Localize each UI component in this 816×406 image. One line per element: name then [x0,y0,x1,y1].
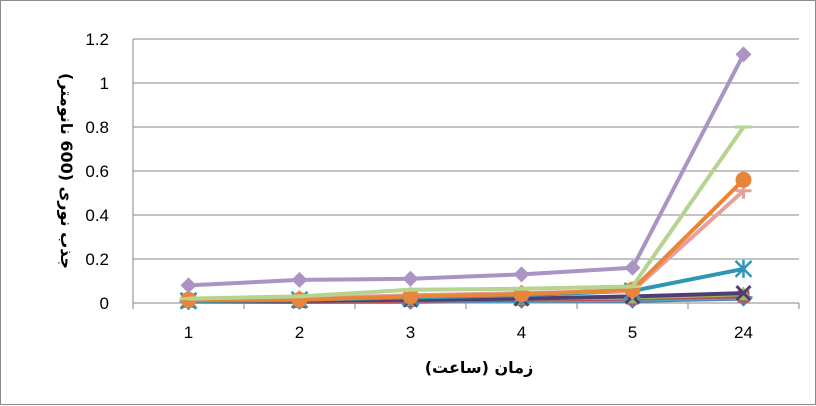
x-tick-label: 2 [295,323,304,342]
series-line [188,125,746,301]
x-tick-label: 1 [184,323,193,342]
y-tick-label: 0.4 [85,206,109,225]
series-line-group [179,125,753,301]
data-point [624,259,641,276]
x-tick-label: 5 [628,323,637,342]
x-tick-label: 24 [734,323,753,342]
data-point [734,259,753,278]
y-tick-label: 0 [100,294,109,313]
x-tick-label: 4 [517,323,526,342]
series-line [188,53,746,288]
data-point [402,288,419,305]
y-tick-label: 1 [100,74,109,93]
data-point [291,271,308,288]
x-tick-label: 3 [406,323,415,342]
y-tick-label: 0.8 [85,118,109,137]
data-point [513,266,530,283]
y-axis-title: جذب نوری (600 نانومتر) [57,73,76,269]
data-point [735,285,752,302]
x-axis-title: زمان (ساعت) [425,358,534,377]
series-line [188,178,745,302]
y-tick-label: 0.2 [85,250,109,269]
series-lines [179,46,753,310]
y-tick-label: 0.6 [85,162,109,181]
data-point [180,277,197,294]
data-point [735,171,752,188]
series-line-group [180,46,752,294]
y-tick-label: 1.2 [85,30,109,49]
data-point [402,270,419,287]
gridlines [133,38,799,260]
data-point [735,46,752,63]
